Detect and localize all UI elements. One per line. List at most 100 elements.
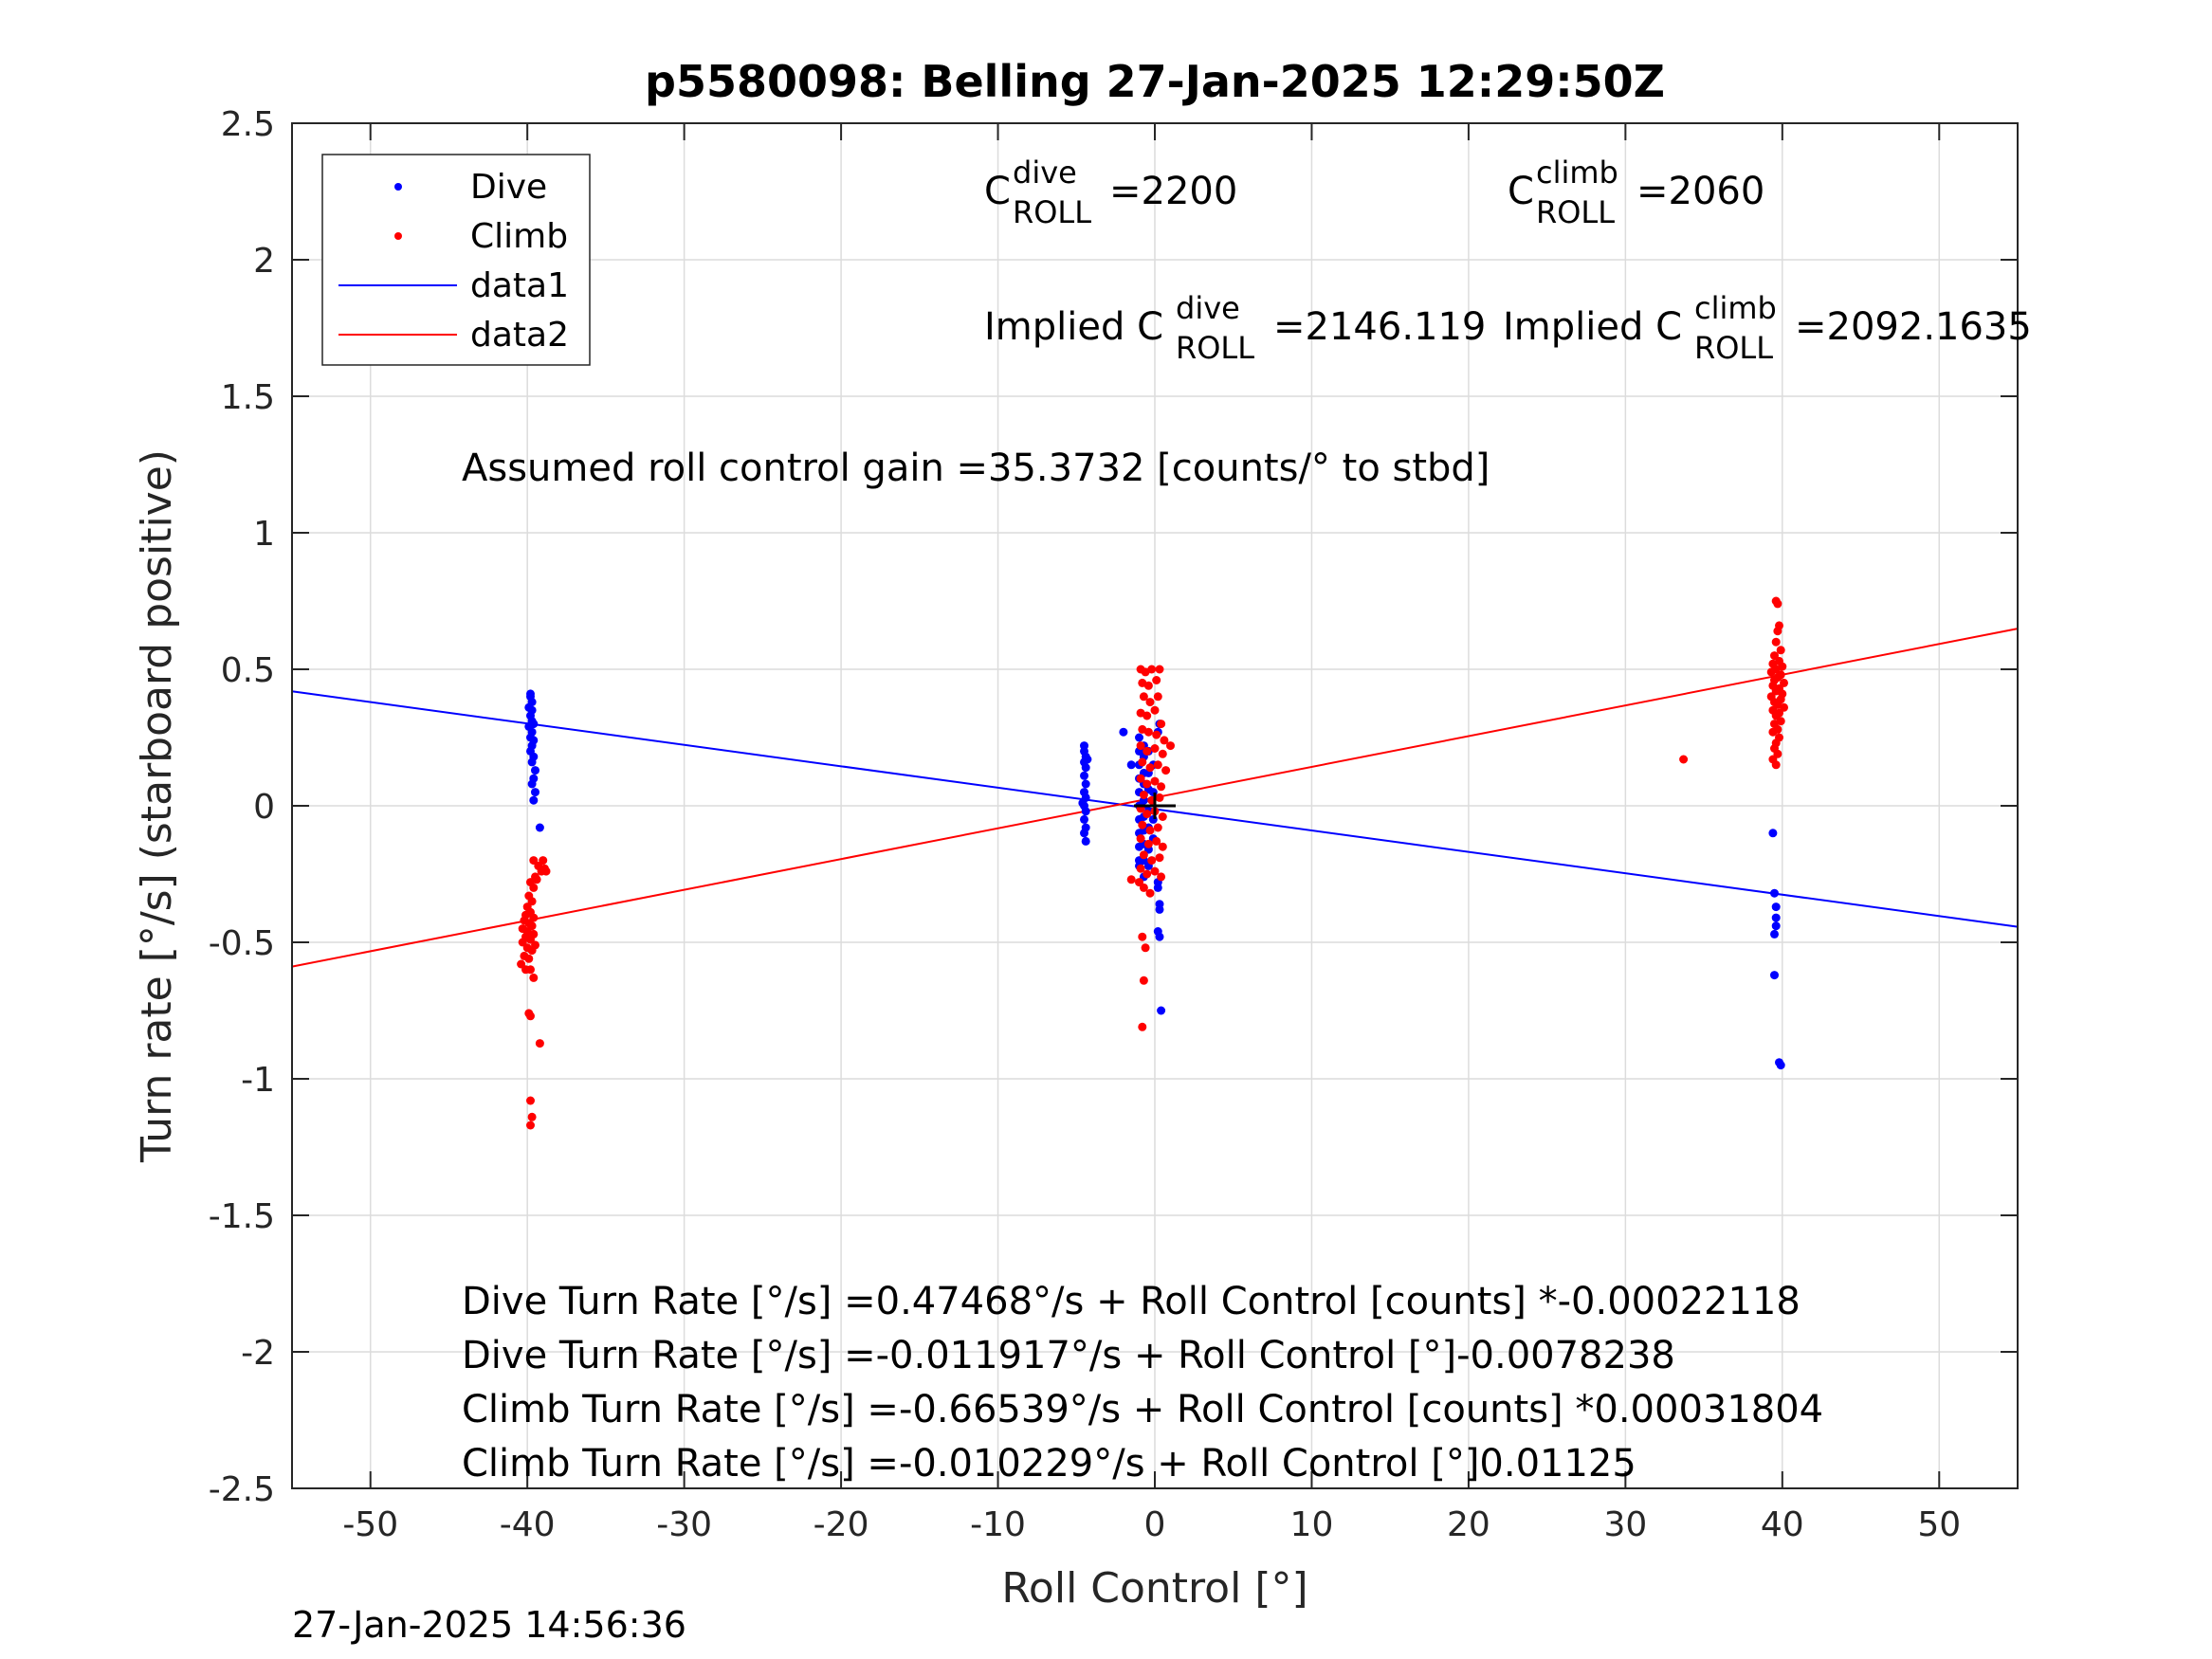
c-climb-sub: ROLL bbox=[1536, 194, 1615, 230]
point-climb bbox=[1766, 667, 1776, 677]
point-dive bbox=[1081, 779, 1090, 789]
point-climb bbox=[1143, 810, 1152, 819]
point-dive bbox=[1770, 888, 1779, 898]
c-dive-value: =2200 bbox=[1109, 170, 1237, 213]
legend-label-data1: data1 bbox=[470, 266, 569, 305]
point-dive bbox=[1083, 755, 1092, 764]
point-dive bbox=[1770, 971, 1779, 980]
point-climb bbox=[1136, 834, 1145, 844]
y-tick-label: -1 bbox=[241, 1061, 275, 1100]
point-climb bbox=[1155, 665, 1164, 674]
point-climb bbox=[1771, 760, 1781, 770]
point-dive bbox=[1771, 921, 1781, 931]
implied-climb-sub: ROLL bbox=[1694, 330, 1773, 366]
point-climb bbox=[526, 1121, 535, 1130]
y-tick-label: -0.5 bbox=[209, 924, 275, 963]
point-climb bbox=[1166, 741, 1175, 751]
point-dive bbox=[1080, 771, 1088, 780]
point-dive bbox=[535, 823, 544, 832]
point-dive bbox=[1081, 836, 1090, 846]
implied-dive-value: =2146.119 bbox=[1273, 305, 1486, 349]
point-climb bbox=[524, 954, 534, 963]
point-climb bbox=[1139, 791, 1148, 799]
point-climb bbox=[1139, 850, 1148, 860]
point-dive bbox=[1078, 798, 1088, 808]
x-tick-label: -10 bbox=[970, 1505, 1026, 1544]
point-climb bbox=[1152, 836, 1161, 846]
legend-box bbox=[321, 154, 591, 366]
point-climb bbox=[1160, 736, 1169, 745]
point-dive bbox=[1157, 1006, 1166, 1015]
point-climb bbox=[1157, 720, 1166, 729]
x-tick-labels: -50 -40 -30 -20 -10 0 10 20 30 40 50 bbox=[342, 1505, 1961, 1544]
series-climb bbox=[517, 596, 1788, 1130]
point-climb bbox=[1136, 741, 1145, 751]
c-dive-sup: dive bbox=[1013, 155, 1077, 191]
axis-ticks bbox=[292, 122, 2018, 1489]
point-dive bbox=[1776, 1061, 1785, 1070]
c-climb-sup: climb bbox=[1536, 155, 1618, 191]
origin-crosshair bbox=[1134, 793, 1176, 819]
point-climb bbox=[1136, 774, 1145, 783]
point-climb bbox=[1157, 782, 1166, 792]
c-climb-value: =2060 bbox=[1636, 170, 1764, 213]
point-climb bbox=[1150, 744, 1160, 753]
x-tick-label: -40 bbox=[500, 1505, 556, 1544]
point-climb bbox=[527, 946, 537, 956]
point-dive bbox=[1080, 814, 1088, 824]
point-climb bbox=[1771, 637, 1781, 647]
point-climb bbox=[1145, 826, 1155, 835]
legend-label-climb: Climb bbox=[470, 217, 568, 256]
point-climb bbox=[1153, 692, 1162, 702]
x-tick-label: 10 bbox=[1290, 1505, 1334, 1544]
point-climb bbox=[1138, 820, 1147, 830]
point-dive bbox=[1081, 763, 1090, 773]
x-tick-label: 0 bbox=[1144, 1505, 1166, 1544]
point-climb bbox=[1145, 763, 1155, 773]
point-dive bbox=[1080, 829, 1088, 838]
y-tick-labels: -2.5 -2 -1.5 -1 -0.5 0 0.5 1 1.5 2 2.5 bbox=[209, 105, 275, 1509]
point-dive bbox=[1119, 727, 1128, 737]
point-climb bbox=[1136, 864, 1145, 873]
y-tick-label: 1.5 bbox=[221, 378, 275, 417]
point-climb bbox=[1153, 760, 1162, 770]
point-climb bbox=[1139, 883, 1148, 892]
x-tick-label: -20 bbox=[814, 1505, 869, 1544]
y-tick-label: -1.5 bbox=[209, 1197, 275, 1236]
point-climb bbox=[1679, 755, 1689, 764]
point-climb bbox=[535, 1039, 544, 1048]
point-climb bbox=[1773, 627, 1782, 636]
point-dive bbox=[531, 766, 539, 775]
point-climb bbox=[1143, 869, 1152, 879]
point-dive bbox=[1135, 733, 1143, 742]
c-climb-base: C bbox=[1508, 170, 1534, 213]
legend-label-data2: data2 bbox=[470, 316, 569, 355]
point-climb bbox=[1158, 749, 1167, 758]
point-climb bbox=[1138, 1022, 1147, 1031]
point-climb bbox=[1150, 776, 1160, 786]
c-dive-base: C bbox=[984, 170, 1011, 213]
point-climb bbox=[1161, 766, 1171, 775]
legend: Dive Climb data1 data2 bbox=[321, 154, 591, 366]
point-climb bbox=[521, 965, 530, 975]
timestamp-footer: 27-Jan-2025 14:56:36 bbox=[292, 1604, 686, 1646]
x-tick-label: 30 bbox=[1603, 1505, 1647, 1544]
point-climb bbox=[1153, 823, 1162, 832]
implied-climb-sup: climb bbox=[1694, 290, 1777, 326]
legend-marker-climb bbox=[394, 232, 402, 240]
point-climb bbox=[1157, 872, 1166, 882]
point-dive bbox=[1771, 902, 1781, 912]
point-climb bbox=[526, 1096, 535, 1105]
c-dive-sub: ROLL bbox=[1013, 194, 1091, 230]
annotation-eq-climb-counts: Climb Turn Rate [°/s] =-0.66539°/s + Rol… bbox=[462, 1388, 1823, 1431]
point-climb bbox=[1147, 856, 1157, 866]
y-tick-label: -2 bbox=[241, 1334, 275, 1373]
y-tick-label: 0 bbox=[253, 788, 275, 827]
point-dive bbox=[1155, 932, 1164, 941]
point-climb bbox=[1138, 757, 1147, 767]
implied-dive-sup: dive bbox=[1176, 290, 1240, 326]
legend-label-dive: Dive bbox=[470, 168, 547, 207]
point-dive bbox=[1155, 904, 1164, 914]
point-climb bbox=[526, 1012, 535, 1021]
